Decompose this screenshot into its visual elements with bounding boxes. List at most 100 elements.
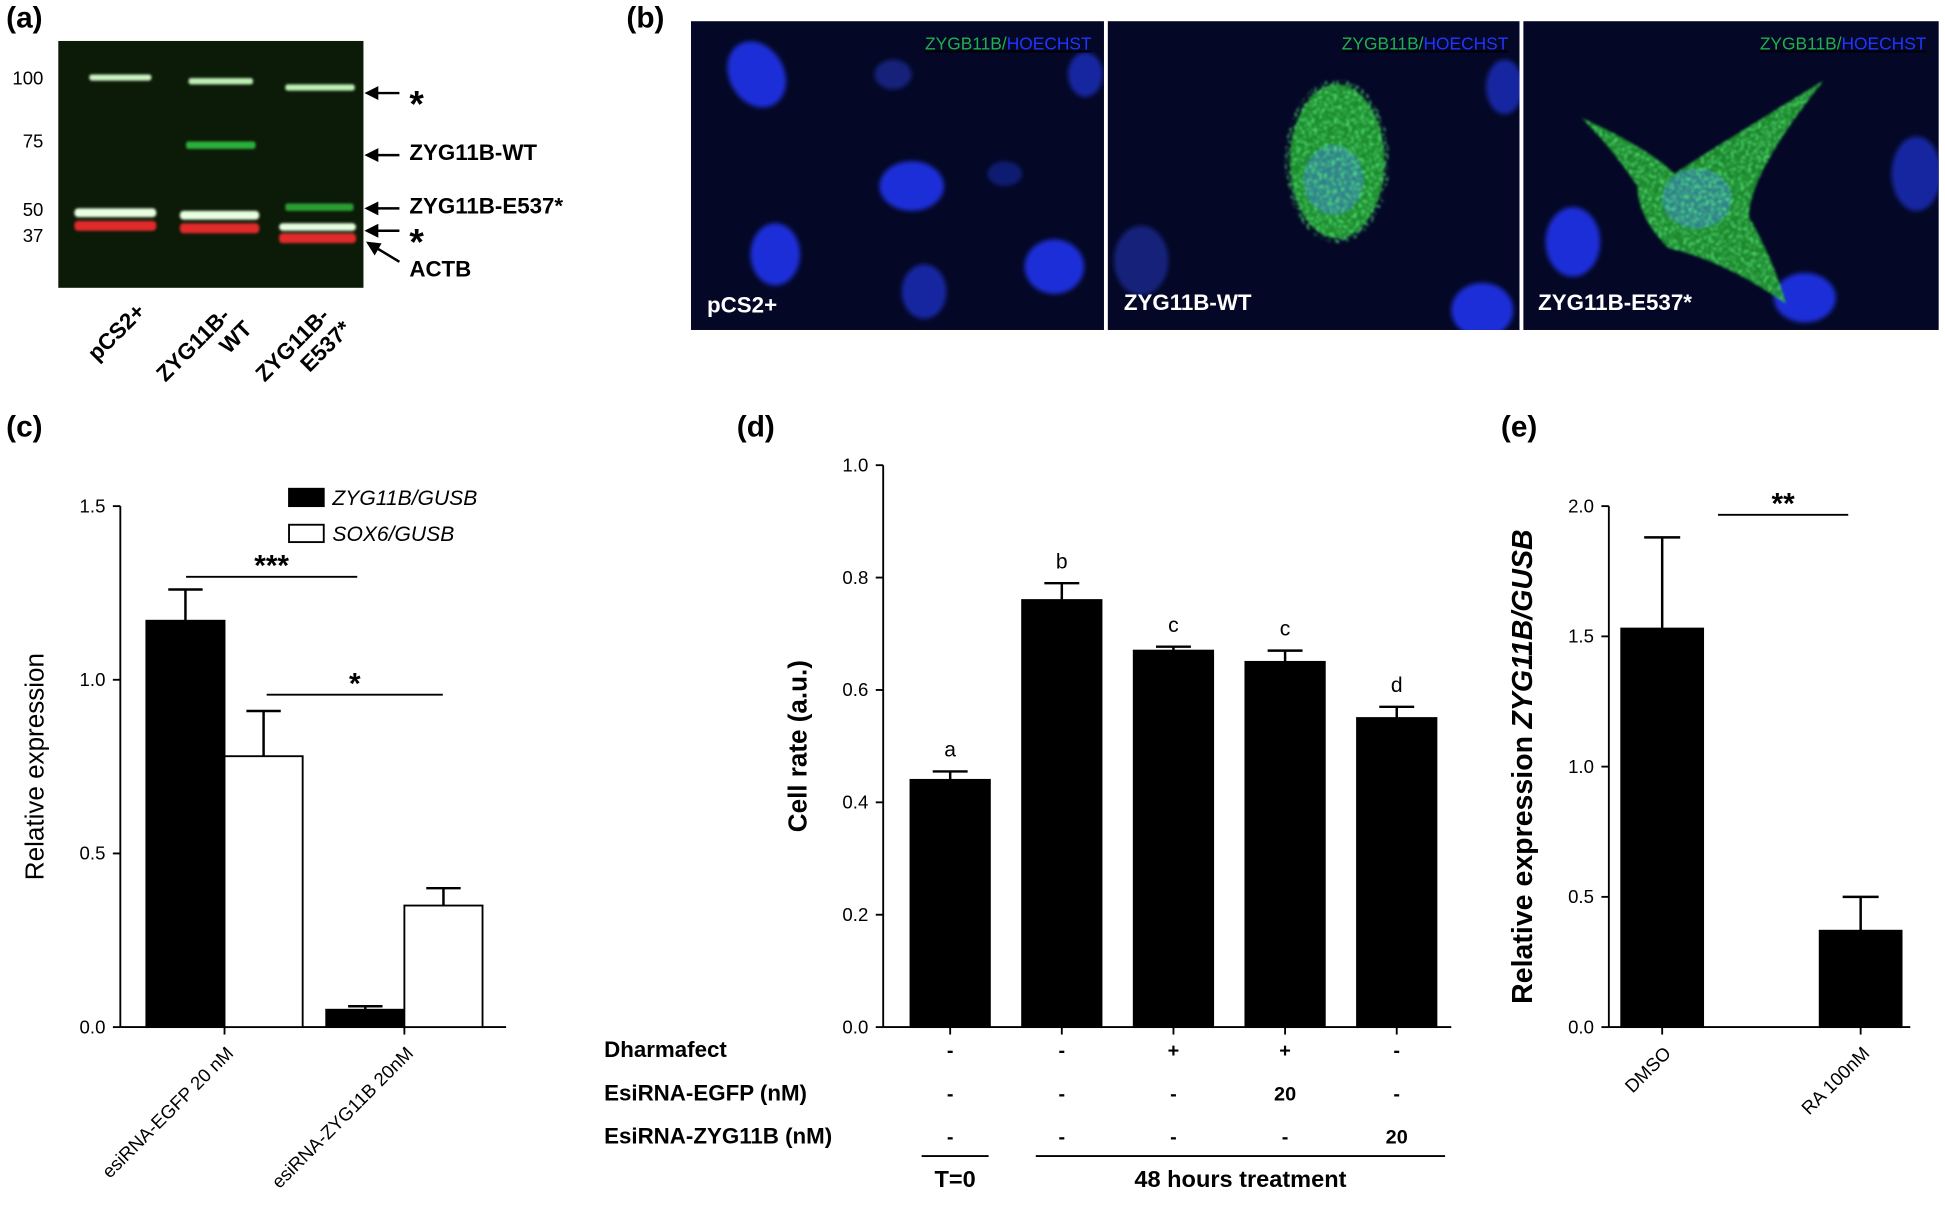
y-tick-label: 0.5	[1568, 886, 1594, 907]
panel-label: (d)	[737, 411, 775, 444]
lane-label: ZYG11B- WT	[151, 298, 257, 404]
condition-cell: -	[1059, 1083, 1066, 1105]
x-tick-label: RA 100nM	[1797, 1042, 1873, 1118]
marker-label: 75	[23, 131, 44, 152]
condition-cell: -	[1059, 1127, 1066, 1149]
y-axis-label: Relative expression ZYG11B/GUSB	[1507, 529, 1539, 1003]
stain-blue: HOECHST	[1007, 34, 1092, 54]
condition-label: Dharmafect	[604, 1037, 727, 1062]
lane-label: pCS2+	[83, 298, 150, 365]
significance-letter: c	[1168, 614, 1179, 637]
stain-green: ZYGB11B/	[1342, 34, 1424, 54]
western-blot	[58, 40, 364, 288]
micrograph-caption: ZYG11B-WT	[1124, 290, 1252, 315]
condition-cell: -	[947, 1040, 954, 1062]
stain-legend: ZYGB11B/HOECHST ZYGB11B/HOECHST ZYGB11B/…	[925, 34, 1927, 54]
condition-cell: +	[1168, 1040, 1180, 1062]
significance-letter: c	[1280, 618, 1291, 641]
condition-cell: -	[1282, 1127, 1289, 1149]
y-tick-label: 0.2	[842, 904, 868, 925]
bar	[1818, 929, 1903, 1029]
condition-cell: -	[1393, 1040, 1400, 1062]
significance-label: *	[349, 667, 361, 700]
legend-swatch	[288, 523, 325, 544]
bar	[145, 619, 226, 1029]
bar	[1132, 649, 1215, 1029]
legend-swatch	[288, 487, 325, 508]
y-axis-label: Relative expression	[19, 653, 49, 880]
y-tick-label: 1.5	[1568, 626, 1594, 647]
band-arrows	[364, 86, 401, 263]
band-label: ZYG11B-E537*	[409, 193, 563, 218]
y-tick-label: 0.0	[80, 1016, 106, 1037]
condition-cell: -	[1170, 1083, 1177, 1105]
micrograph-caption: ZYG11B-E537*	[1538, 290, 1692, 315]
bar	[909, 778, 991, 1029]
y-label-text: Cell rate (a.u.)	[782, 660, 812, 832]
marker-label: 100	[12, 67, 43, 88]
bar	[325, 1008, 406, 1029]
condition-label: EsiRNA-EGFP (nM)	[604, 1080, 807, 1105]
y-tick-label: 2.0	[1568, 495, 1594, 516]
x-tick-label: esiRNA-EGFP 20 nM	[98, 1042, 238, 1182]
lane-label: ZYG11B- E537*	[251, 298, 357, 404]
band-label: ZYG11B-WT	[409, 140, 537, 165]
bar	[1356, 717, 1438, 1029]
group-label: T=0	[935, 1166, 976, 1192]
condition-cell: 20	[1274, 1083, 1296, 1105]
significance-letter: d	[1391, 674, 1403, 697]
significance-label: ***	[254, 550, 289, 583]
significance-letter: a	[944, 739, 956, 762]
stain-green: ZYGB11B/	[1760, 34, 1842, 54]
condition-cell: -	[947, 1127, 954, 1149]
y-tick-label: 0.8	[842, 567, 868, 588]
panel-label: (a)	[6, 1, 42, 34]
condition-cell: +	[1279, 1040, 1291, 1062]
bar	[1244, 660, 1326, 1029]
y-label-gene: ZYG11B/GUSB	[1507, 529, 1539, 729]
y-tick-label: 1.0	[80, 669, 106, 690]
bar	[223, 755, 304, 1029]
stain-label: ZYGB11B/HOECHST	[1760, 34, 1927, 54]
significance-letter: b	[1056, 550, 1068, 573]
stain-label: ZYGB11B/HOECHST	[1342, 34, 1509, 54]
y-tick-label: 0.4	[842, 792, 868, 813]
y-tick-label: 1.5	[80, 495, 106, 516]
legend-label: ZYG11B/GUSB	[331, 487, 477, 510]
y-label-text: Relative expression	[19, 653, 49, 880]
band-label: *	[409, 83, 424, 125]
condition-cell: 20	[1386, 1127, 1408, 1149]
stain-blue: HOECHST	[1423, 34, 1508, 54]
stain-green: ZYGB11B/	[925, 34, 1007, 54]
y-axis-label: Cell rate (a.u.)	[782, 660, 812, 832]
y-tick-label: 0.0	[842, 1016, 868, 1037]
y-tick-label: 1.0	[842, 454, 868, 475]
condition-cell: -	[947, 1083, 954, 1105]
panel-label: (b)	[626, 1, 664, 34]
x-tick-label: DMSO	[1621, 1042, 1675, 1096]
panel-label: (c)	[6, 411, 42, 444]
x-tick-label: esiRNA-ZYG11B 20nM	[267, 1042, 417, 1192]
condition-cell: -	[1393, 1083, 1400, 1105]
bar	[403, 904, 484, 1029]
micrograph	[1523, 21, 1939, 330]
marker-label: 37	[23, 225, 44, 246]
band-label: ACTB	[409, 257, 471, 282]
micrograph	[1107, 21, 1520, 330]
significance-label: **	[1772, 488, 1796, 521]
bar	[1021, 599, 1103, 1029]
y-tick-label: 0.6	[842, 679, 868, 700]
legend-label: SOX6/GUSB	[332, 523, 454, 546]
micrograph-caption: pCS2+	[707, 293, 777, 318]
panel-label: (e)	[1501, 411, 1537, 444]
y-tick-label: 0.5	[80, 843, 106, 864]
group-label: 48 hours treatment	[1134, 1166, 1346, 1192]
condition-cell: -	[1059, 1040, 1066, 1062]
condition-cell: -	[1170, 1127, 1177, 1149]
y-tick-label: 0.0	[1568, 1016, 1594, 1037]
stain-label: ZYGB11B/HOECHST	[925, 34, 1092, 54]
y-label-text: Relative expression	[1507, 736, 1539, 1004]
y-tick-label: 1.0	[1568, 756, 1594, 777]
